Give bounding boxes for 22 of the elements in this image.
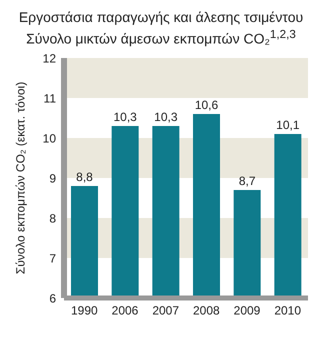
- x-tick-label: 2009: [234, 303, 261, 318]
- y-tick-label: 10: [42, 130, 56, 145]
- y-axis-title: Σύνολο εκπομπών CO₂ (εκατ. τόνοι): [13, 81, 28, 274]
- chart-subtitle: Σύνολο μικτών άμεσων εκπομπών CO₂$^{1,2,3}$: [25, 27, 297, 48]
- y-tick-label: 11: [44, 90, 56, 105]
- x-tick-label: 2006: [112, 303, 139, 318]
- chart-title: Εργοστάσια παραγωγής και άλεσης τσιμέντου: [18, 8, 304, 26]
- x-tick-label: 1990: [70, 303, 98, 318]
- y-tick-label: 12: [42, 50, 56, 65]
- data-label: 10,6: [194, 98, 218, 112]
- y-tick-label: 8: [49, 210, 56, 225]
- x-tick-label: 2007: [152, 303, 180, 318]
- x-tick-label: 2010: [274, 303, 302, 318]
- x-tick-label: 2008: [192, 303, 220, 318]
- data-label: 10,3: [113, 110, 138, 124]
- data-label: 10,1: [276, 118, 300, 132]
- data-label: 8,7: [238, 174, 256, 188]
- data-label: 10,3: [154, 110, 178, 124]
- y-tick-label: 9: [49, 170, 56, 185]
- y-tick-label: 7: [49, 250, 56, 265]
- y-tick-label: 6: [49, 290, 56, 305]
- data-label: 8,8: [76, 170, 94, 184]
